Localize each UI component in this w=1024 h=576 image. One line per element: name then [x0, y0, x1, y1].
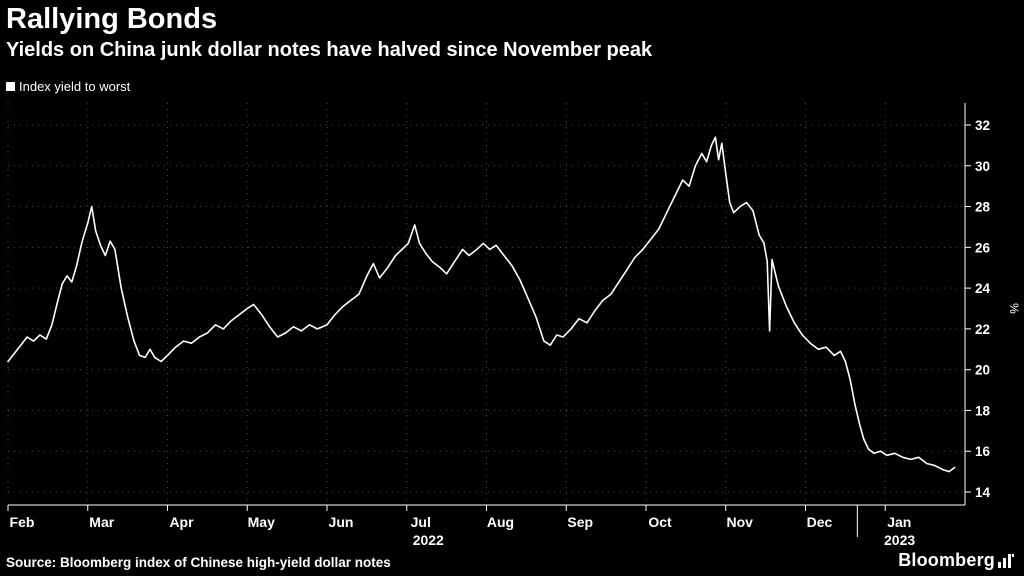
y-tick-label: 22 — [975, 322, 990, 337]
y-tick-label: 20 — [975, 363, 990, 378]
legend: Index yield to worst — [6, 79, 130, 94]
y-tick-label: 32 — [975, 118, 990, 133]
x-tick-label: May — [248, 514, 275, 530]
y-tick-label: 26 — [975, 240, 991, 255]
chart-title: Rallying Bonds — [6, 3, 218, 35]
x-tick-label: Mar — [89, 514, 114, 530]
x-tick-label: Nov — [727, 514, 754, 530]
x-tick-label: Jul — [411, 514, 431, 530]
bloomberg-logo: Bloomberg — [898, 550, 1014, 571]
x-tick-label: Jan — [887, 514, 911, 530]
y-tick-label: 16 — [975, 444, 991, 459]
source-note: Source: Bloomberg index of Chinese high-… — [6, 555, 391, 570]
y-tick-label: 14 — [975, 485, 991, 500]
bloomberg-logo-text: Bloomberg — [898, 550, 995, 570]
y-tick-label: 28 — [975, 200, 991, 215]
x-tick-label: Dec — [807, 514, 833, 530]
year-label: 2023 — [884, 532, 915, 548]
y-tick-label: 24 — [975, 281, 991, 296]
x-tick-label: Aug — [487, 514, 514, 530]
yield-line-series — [7, 136, 956, 473]
bloomberg-logo-icon — [998, 553, 1014, 568]
x-tick-label: Apr — [169, 514, 194, 530]
y-tick-label: 30 — [975, 159, 990, 174]
y-axis-unit-label: % — [1007, 303, 1021, 314]
x-tick-label: Jun — [329, 514, 354, 530]
legend-label: Index yield to worst — [19, 79, 131, 94]
x-tick-label: Oct — [648, 514, 672, 530]
year-label: 2022 — [413, 532, 444, 548]
x-tick-label: Sep — [567, 514, 593, 530]
x-tick-label: Feb — [10, 514, 35, 530]
y-tick-label: 18 — [975, 403, 991, 418]
chart-subtitle: Yields on China junk dollar notes have h… — [6, 39, 653, 61]
legend-swatch-icon — [6, 82, 15, 91]
